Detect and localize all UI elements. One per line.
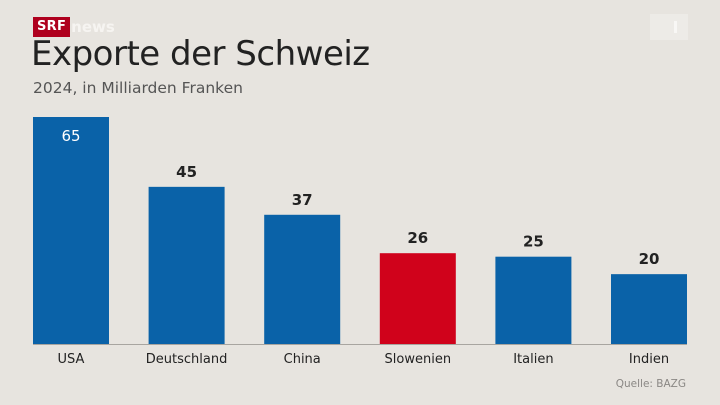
category-label-usa: USA	[58, 352, 85, 367]
data-label-deutschland: 45	[176, 163, 197, 181]
data-label-china: 37	[292, 191, 313, 209]
chart-title: Exporte der Schweiz	[31, 34, 370, 74]
category-label-italien: Italien	[513, 352, 553, 367]
bar-slowenien	[379, 253, 456, 344]
category-label-slowenien: Slowenien	[385, 352, 452, 367]
watermark-icon	[650, 14, 688, 40]
news-logo-text: news	[71, 18, 115, 36]
bar-italien	[495, 256, 572, 344]
category-label-china: China	[284, 352, 321, 367]
bar-deutschland	[148, 186, 225, 344]
srf-news-logo: SRF news	[33, 17, 115, 37]
category-label-deutschland: Deutschland	[146, 352, 228, 367]
data-label-indien: 20	[639, 250, 660, 268]
bar-china	[264, 214, 341, 344]
data-label-italien: 25	[523, 233, 544, 251]
srf-logo-mark: SRF	[33, 17, 71, 37]
data-label-slowenien: 26	[407, 229, 428, 247]
chart-subtitle: 2024, in Milliarden Franken	[33, 79, 243, 97]
bar-usa	[33, 117, 109, 344]
data-label-usa: 65	[61, 127, 80, 145]
category-label-indien: Indien	[629, 352, 669, 367]
source-note: Quelle: BAZG	[615, 378, 686, 390]
bar-indien	[611, 274, 687, 344]
